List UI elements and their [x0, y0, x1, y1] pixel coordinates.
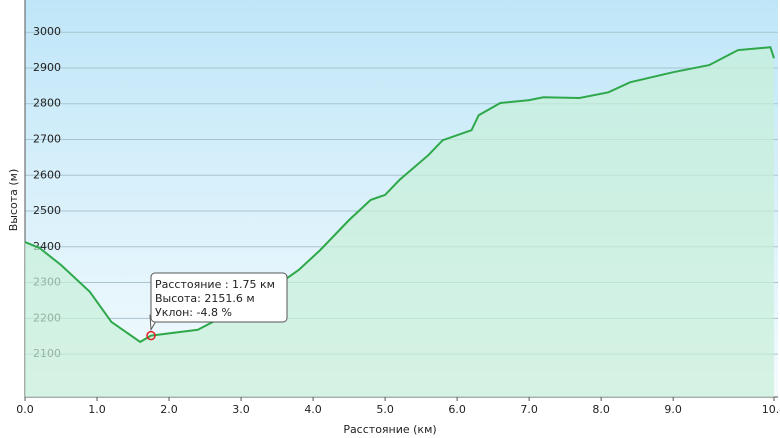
- x-tick-label: 1.0: [88, 403, 106, 416]
- marker: [146, 330, 156, 341]
- y-tick-label: 2600: [33, 168, 61, 181]
- x-tick-label: 2.0: [160, 403, 178, 416]
- line: [24, 46, 775, 344]
- tooltip-box: [150, 272, 288, 323]
- x-tick-label: 6.0: [448, 403, 466, 416]
- tooltip-text: Высота: 2151.6 м: [155, 292, 255, 305]
- x-tick-label: 10.4: [762, 403, 780, 416]
- y-tick-label: 2700: [33, 132, 61, 145]
- x-axis-label: Расстояние (км): [343, 423, 436, 436]
- x-tick-label: 9.0: [664, 403, 682, 416]
- y-tick-label: 2900: [33, 61, 61, 74]
- tooltip-text: Расстояние : 1.75 км: [155, 278, 275, 291]
- x-tick-label: 4.0: [304, 403, 322, 416]
- area: [25, 47, 774, 397]
- y-axis-label: Высота (м): [7, 169, 20, 232]
- x-tick-label: 0.0: [16, 403, 34, 416]
- tooltip-text: Уклон: -4.8 %: [155, 306, 232, 319]
- x-tick-label: 8.0: [592, 403, 610, 416]
- y-tick-label: 2500: [33, 204, 61, 217]
- x-tick-label: 5.0: [376, 403, 394, 416]
- y-tick-label: 3000: [33, 25, 61, 38]
- x-tick-label: 7.0: [520, 403, 538, 416]
- y-tick-label: 2800: [33, 97, 61, 110]
- x-tick-label: 3.0: [232, 403, 250, 416]
